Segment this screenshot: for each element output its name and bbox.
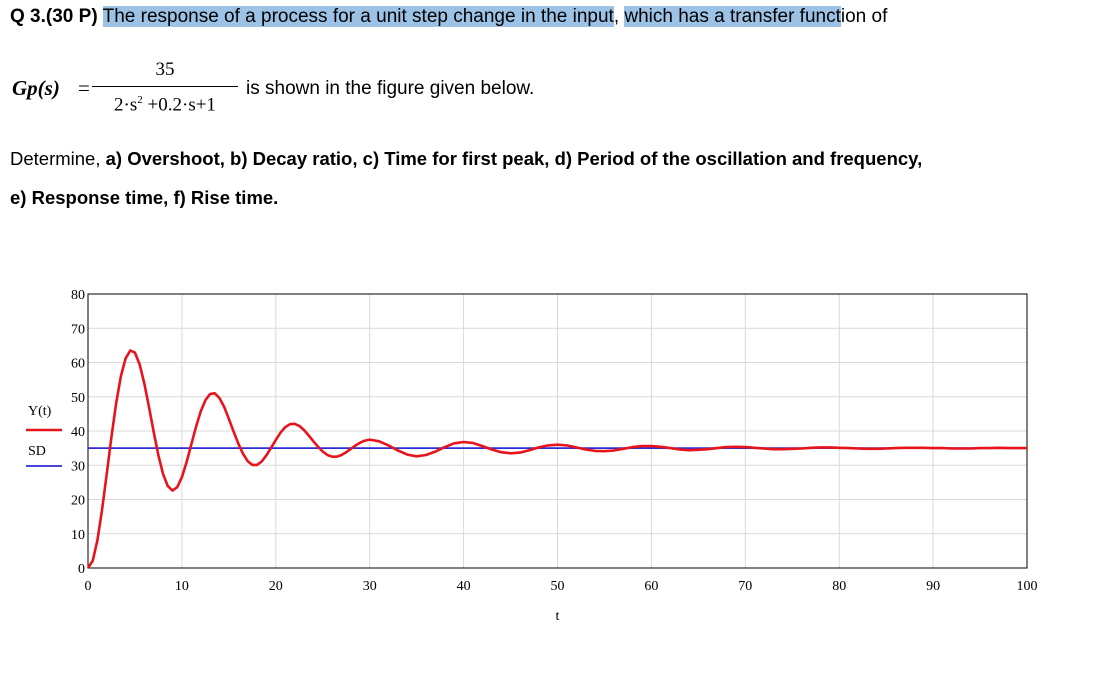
y-tick-label: 50 — [71, 391, 85, 406]
question-text-highlight-1: The response of a process for a unit ste… — [102, 6, 614, 27]
x-axis-label: t — [556, 609, 560, 624]
question-text-highlight-2: which has a transfer funct — [624, 6, 841, 27]
task-c: c) Time for first peak, — [362, 148, 550, 169]
chart-series — [86, 349, 1027, 569]
x-tick-labels: 0 10 20 30 40 50 60 70 80 90 100 — [85, 579, 1038, 594]
task-d: d) Period of the oscillation and frequen… — [554, 148, 923, 169]
y-tick-label: 20 — [71, 494, 85, 509]
y-tick-label: 40 — [71, 425, 85, 440]
legend-label-sd: SD — [28, 444, 46, 459]
task-line-1: Determine, a) Overshoot, b) Decay ratio,… — [10, 148, 922, 170]
x-tick-label: 90 — [926, 579, 940, 594]
task-b: b) Decay ratio, — [230, 148, 358, 169]
x-tick-label: 80 — [832, 579, 846, 594]
step-response-chart: 0 10 20 30 40 50 60 70 80 90 100 0 10 20 30 40 50 60 70 80… — [26, 288, 1038, 624]
y-tick-label: 70 — [71, 322, 85, 337]
x-tick-label: 10 — [175, 579, 189, 594]
y-tick-label: 60 — [71, 357, 85, 372]
fraction-denominator: 2·s2 +0.2·s+1 — [92, 87, 238, 118]
x-tick-label: 20 — [269, 579, 283, 594]
fraction-numerator: 35 — [155, 59, 175, 80]
equation-tail-text: is shown in the figure given below. — [246, 78, 535, 99]
task-intro: Determine, — [10, 148, 101, 169]
transfer-function-fraction: 35 2·s2 +0.2·s+1 — [92, 58, 238, 118]
y-tick-label: 0 — [78, 562, 85, 577]
x-tick-label: 0 — [85, 579, 92, 594]
task-f: f) Rise time. — [173, 187, 279, 208]
x-tick-label: 50 — [551, 579, 565, 594]
transfer-function-label: Gp(s) — [12, 76, 60, 100]
chart-grid — [87, 293, 1028, 569]
question-text-tail: ion of — [840, 6, 888, 27]
denominator-exponent: 2 — [137, 94, 143, 106]
denominator-part-b: +0.2·s+1 — [147, 94, 216, 116]
x-tick-label: 60 — [644, 579, 658, 594]
task-a: a) Overshoot, — [105, 148, 225, 169]
task-e: e) Response time, — [10, 187, 169, 208]
x-tick-label: 70 — [738, 579, 752, 594]
legend-label-y: Y(t) — [28, 404, 52, 419]
fraction-bar — [92, 86, 238, 87]
plot-frame — [87, 293, 1028, 569]
x-tick-label: 40 — [457, 579, 471, 594]
denominator-part-a: 2·s — [114, 94, 138, 116]
x-tick-label: 100 — [1017, 579, 1038, 594]
task-line-2: e) Response time, f) Rise time. — [10, 187, 278, 209]
y-tick-label: 30 — [71, 459, 85, 474]
chart-legend: Y(t) SD — [26, 404, 62, 467]
x-tick-label: 30 — [363, 579, 377, 594]
question-comma: , — [613, 6, 620, 27]
y-tick-label: 80 — [71, 288, 85, 303]
question-number: Q 3.(30 P) — [10, 6, 98, 27]
y-tick-labels: 0 10 20 30 40 50 60 70 80 — [71, 288, 85, 577]
question-line: Q 3.(30 P) The response of a process for… — [10, 6, 887, 28]
y-tick-label: 10 — [71, 528, 85, 543]
equals-sign: = — [78, 76, 90, 100]
series-line-y — [86, 349, 1027, 569]
